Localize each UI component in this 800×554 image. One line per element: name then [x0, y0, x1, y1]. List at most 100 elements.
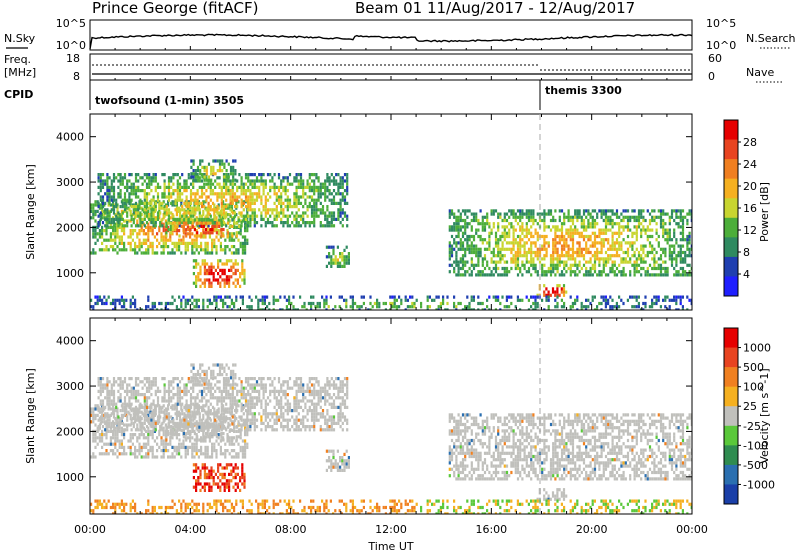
velocity-cell: [128, 399, 131, 403]
velocity-cell: [139, 415, 142, 419]
velocity-cell: [108, 425, 111, 429]
velocity-cell: [127, 445, 130, 449]
power-cell: [234, 272, 237, 276]
power-cell: [468, 244, 471, 248]
velocity-cell: [244, 445, 247, 449]
power-cell: [576, 215, 579, 219]
velocity-cell: [114, 439, 117, 443]
power-cell: [304, 192, 307, 196]
power-cell: [162, 241, 165, 245]
power-cell: [613, 241, 616, 245]
power-cell: [600, 257, 603, 261]
power-cell: [207, 218, 210, 222]
power-cell: [453, 228, 456, 232]
power-cell: [235, 206, 238, 210]
power-cell: [181, 192, 184, 196]
power-cell: [200, 185, 204, 189]
velocity-cell: [123, 405, 127, 409]
power-cell: [250, 298, 253, 302]
velocity-cell: [151, 455, 154, 459]
power-cell: [668, 234, 671, 239]
power-cell: [470, 250, 473, 255]
power-cell: [547, 293, 550, 297]
power-cell: [330, 258, 333, 262]
power-cell: [210, 262, 213, 266]
power-cell: [125, 206, 128, 210]
power-cell: [147, 305, 150, 309]
velocity-cell: [193, 445, 196, 449]
power-cell: [253, 185, 256, 189]
power-cell: [530, 234, 533, 239]
power-cell: [288, 295, 291, 299]
beam-date-title: Beam 01 11/Aug/2017 - 12/Aug/2017: [355, 0, 635, 17]
power-cell: [541, 266, 544, 271]
velocity-cell: [149, 429, 152, 433]
power-cell: [673, 244, 676, 248]
velocity-cell: [97, 405, 100, 409]
power-cell: [214, 221, 217, 225]
power-cell: [543, 270, 546, 274]
power-cell: [648, 273, 652, 277]
power-cell: [203, 192, 206, 196]
velocity-cell: [128, 389, 131, 393]
power-cell: [205, 165, 208, 169]
power-heatmap: [90, 159, 692, 310]
power-cell: [483, 257, 487, 261]
power-cell: [198, 218, 201, 222]
power-cell: [233, 251, 236, 255]
power-cell: [346, 179, 349, 183]
power-cell: [153, 305, 156, 309]
power-cell: [343, 261, 346, 265]
velocity-cell: [143, 415, 146, 419]
power-cell: [214, 214, 217, 218]
power-cell: [219, 241, 222, 245]
power-cell: [525, 222, 528, 226]
power-cell: [631, 254, 634, 258]
power-cell: [673, 266, 676, 271]
power-cell: [99, 195, 102, 199]
power-cell: [527, 215, 531, 219]
velocity-cell: [117, 377, 120, 381]
power-cell: [536, 231, 539, 235]
power-cell: [140, 308, 143, 310]
power-cell: [611, 241, 614, 245]
power-cell: [571, 228, 575, 232]
power-cell: [675, 209, 678, 213]
velocity-cell: [94, 445, 97, 449]
velocity-cell: [101, 402, 105, 406]
power-cell: [321, 208, 325, 212]
velocity-cell: [145, 418, 149, 422]
power-cell: [398, 305, 401, 309]
power-cell: [611, 231, 614, 235]
power-ytick-label: 1000: [56, 267, 84, 280]
power-cell: [167, 195, 171, 199]
power-cell: [457, 241, 460, 245]
power-cell: [328, 245, 331, 249]
power-cell: [615, 273, 619, 277]
power-cell: [150, 214, 153, 218]
power-cell: [129, 229, 132, 233]
power-cell: [277, 201, 281, 205]
velocity-cell: [217, 410, 220, 414]
power-cell: [203, 178, 206, 182]
power-cell: [215, 295, 218, 299]
power-cell: [316, 301, 319, 306]
velocity-cell: [112, 380, 116, 384]
power-cell: [260, 198, 263, 202]
power-cell: [589, 244, 592, 248]
power-cell: [479, 238, 482, 242]
power-cell: [120, 216, 123, 220]
power-cell: [244, 173, 248, 177]
power-cell: [477, 222, 480, 226]
power-cell: [246, 241, 249, 245]
power-cell: [92, 213, 95, 217]
power-cell: [197, 245, 200, 249]
power-cell: [337, 182, 340, 186]
power-cell: [508, 234, 511, 239]
power-cell: [116, 216, 119, 220]
power-cell: [642, 250, 645, 255]
power-cell: [149, 241, 152, 245]
power-cell: [521, 212, 524, 216]
power-cell: [543, 293, 546, 297]
power-cell: [659, 270, 663, 274]
